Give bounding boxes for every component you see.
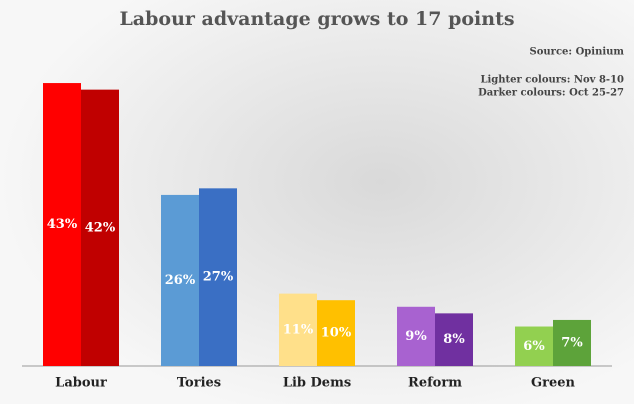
value-label: 10%: [321, 326, 352, 341]
bar: [553, 319, 591, 366]
value-label: 6%: [523, 339, 545, 354]
bar: [161, 194, 199, 366]
x-tick-label: Tories: [177, 376, 221, 391]
x-tick-label: Green: [531, 376, 575, 391]
bar: [43, 83, 81, 366]
bar: [317, 300, 355, 366]
bar: [435, 313, 473, 366]
value-label: 26%: [165, 273, 196, 288]
value-label: 43%: [47, 217, 78, 232]
source: Source: Opinium: [530, 47, 625, 58]
value-label: 8%: [443, 332, 465, 347]
value-label: 9%: [405, 329, 427, 344]
note: Lighter colours: Nov 8-10: [480, 75, 624, 86]
x-tick-label: Labour: [55, 376, 107, 391]
value-label: 11%: [283, 322, 314, 337]
bar: [397, 306, 435, 366]
note: Darker colours: Oct 25-27: [478, 88, 624, 99]
value-label: 7%: [561, 335, 583, 350]
chart-title: Labour advantage grows to 17 points: [119, 8, 514, 30]
bar: [515, 326, 553, 366]
value-label: 42%: [85, 220, 116, 235]
x-tick-label: Reform: [408, 376, 462, 391]
bar: [199, 188, 237, 366]
value-label: 27%: [203, 270, 234, 285]
bar: [279, 293, 317, 366]
bar: [81, 89, 119, 366]
x-tick-label: Lib Dems: [283, 376, 351, 391]
